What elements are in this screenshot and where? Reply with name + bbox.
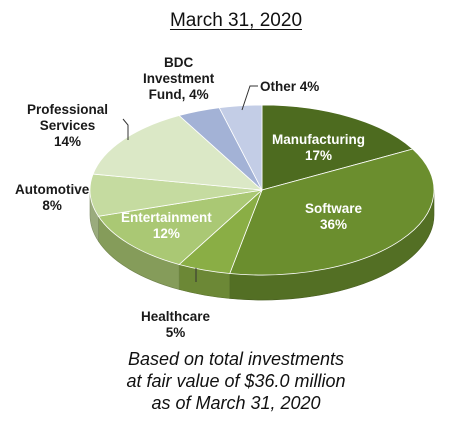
label-other: Other 4%: [260, 79, 320, 94]
label-entertainment: Entertainment 12%: [121, 210, 212, 241]
pie-slice-professional-services: [92, 115, 264, 191]
label-healthcare: Healthcare 5%: [141, 309, 211, 340]
label-bdc-investment-fund: BDC Investment Fund, 4%: [143, 55, 215, 102]
label-automotive: Automotive 8%: [15, 182, 90, 213]
pie-slice-manufacturing: [261, 104, 414, 191]
pie-slice-entertainment: [97, 189, 264, 265]
pie-slice-other: [218, 104, 263, 191]
leader-line-professional-services: [122, 118, 129, 140]
label-manufacturing: Manufacturing 17%: [272, 132, 365, 163]
leader-line-other: [241, 85, 258, 111]
label-software: Software 36%: [305, 201, 363, 232]
chart-caption: Based on total investments at fair value…: [126, 349, 346, 413]
pie-slice-software: [229, 148, 435, 276]
chart-title: March 31, 2020: [169, 10, 303, 31]
label-professional-services: Professional Services 14%: [27, 102, 109, 149]
